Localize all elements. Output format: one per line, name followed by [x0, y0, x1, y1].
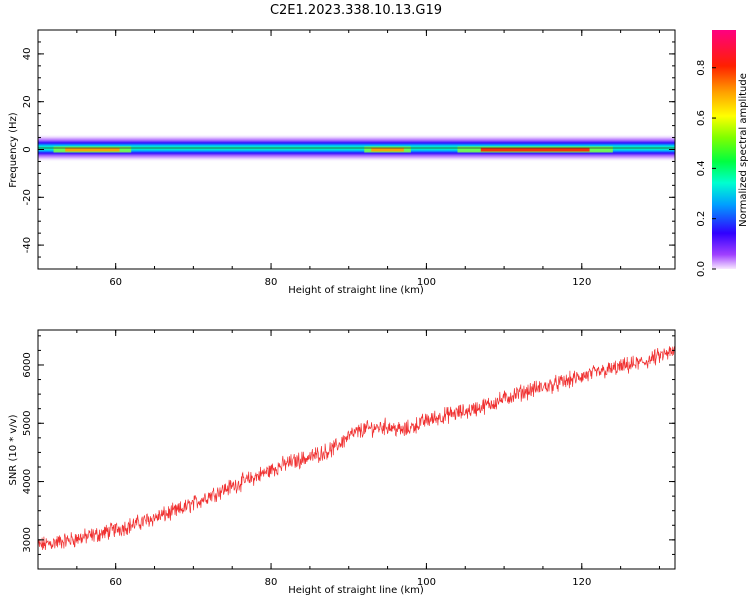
figure-title: C2E1.2023.338.10.13.G19: [270, 3, 442, 18]
heatmap-ytick-label: -20: [22, 189, 33, 205]
heatmap-ticks: 60 80 100 120 -40 -20 0 20 40: [22, 29, 675, 288]
snr-xtick-label: 80: [265, 577, 278, 588]
heatmap-peak-core: [371, 147, 404, 152]
snr-xtick-label: 100: [417, 577, 436, 588]
colorbar-gradient: [712, 30, 736, 269]
heatmap-panel: 60 80 100 120 -40 -20 0 20 40 Height of straight…: [8, 29, 676, 296]
heatmap-ytick-label: 20: [22, 95, 33, 108]
heatmap-peaks: [53, 146, 613, 153]
colorbar-ticks: 0.0 0.2 0.4 0.6 0.8: [696, 60, 716, 277]
colorbar-tick-label: 0.2: [696, 211, 707, 227]
snr-ylabel: SNR (10 * v/v): [8, 414, 19, 485]
snr-ticks: 60 80 100 120 3000 4000 5000 6000: [22, 330, 675, 588]
snr-xtick-label: 120: [572, 577, 591, 588]
heatmap-xlabel: Height of straight line (km): [288, 285, 424, 296]
heatmap-ytick-label: -40: [22, 237, 33, 253]
colorbar: 0.0 0.2 0.4 0.6 0.8 Normalized spectral ampl…: [696, 30, 749, 277]
heatmap-plot-area: [38, 134, 675, 162]
heatmap-ytick-label: 0: [22, 146, 33, 152]
snr-xlabel: Height of straight line (km): [288, 585, 424, 596]
snr-ytick-label: 5000: [22, 411, 33, 436]
colorbar-label: Normalized spectral amplitude: [738, 73, 749, 227]
colorbar-tick-label: 0.8: [696, 60, 707, 76]
snr-xtick-label: 60: [109, 577, 122, 588]
heatmap-xtick-label: 60: [109, 277, 122, 288]
heatmap-xtick-label: 120: [572, 277, 591, 288]
colorbar-tick-label: 0.4: [696, 160, 707, 176]
heatmap-ylabel: Frequency (Hz): [8, 112, 19, 188]
heatmap-peak-core: [480, 147, 590, 152]
heatmap-xtick-label: 100: [417, 277, 436, 288]
snr-ytick-label: 4000: [22, 469, 33, 494]
snr-series-line: [38, 346, 675, 551]
colorbar-tick-label: 0.0: [696, 261, 707, 277]
heatmap-xtick-label: 80: [265, 277, 278, 288]
snr-ytick-label: 6000: [22, 352, 33, 377]
snr-ytick-label: 3000: [22, 527, 33, 552]
heatmap-ytick-label: 40: [22, 48, 33, 61]
snr-panel: 60 80 100 120 3000 4000 5000 6000 Height of str…: [8, 329, 676, 596]
heatmap-peak-core: [65, 147, 120, 152]
snr-frame: [37, 329, 676, 570]
colorbar-tick-label: 0.6: [696, 110, 707, 126]
